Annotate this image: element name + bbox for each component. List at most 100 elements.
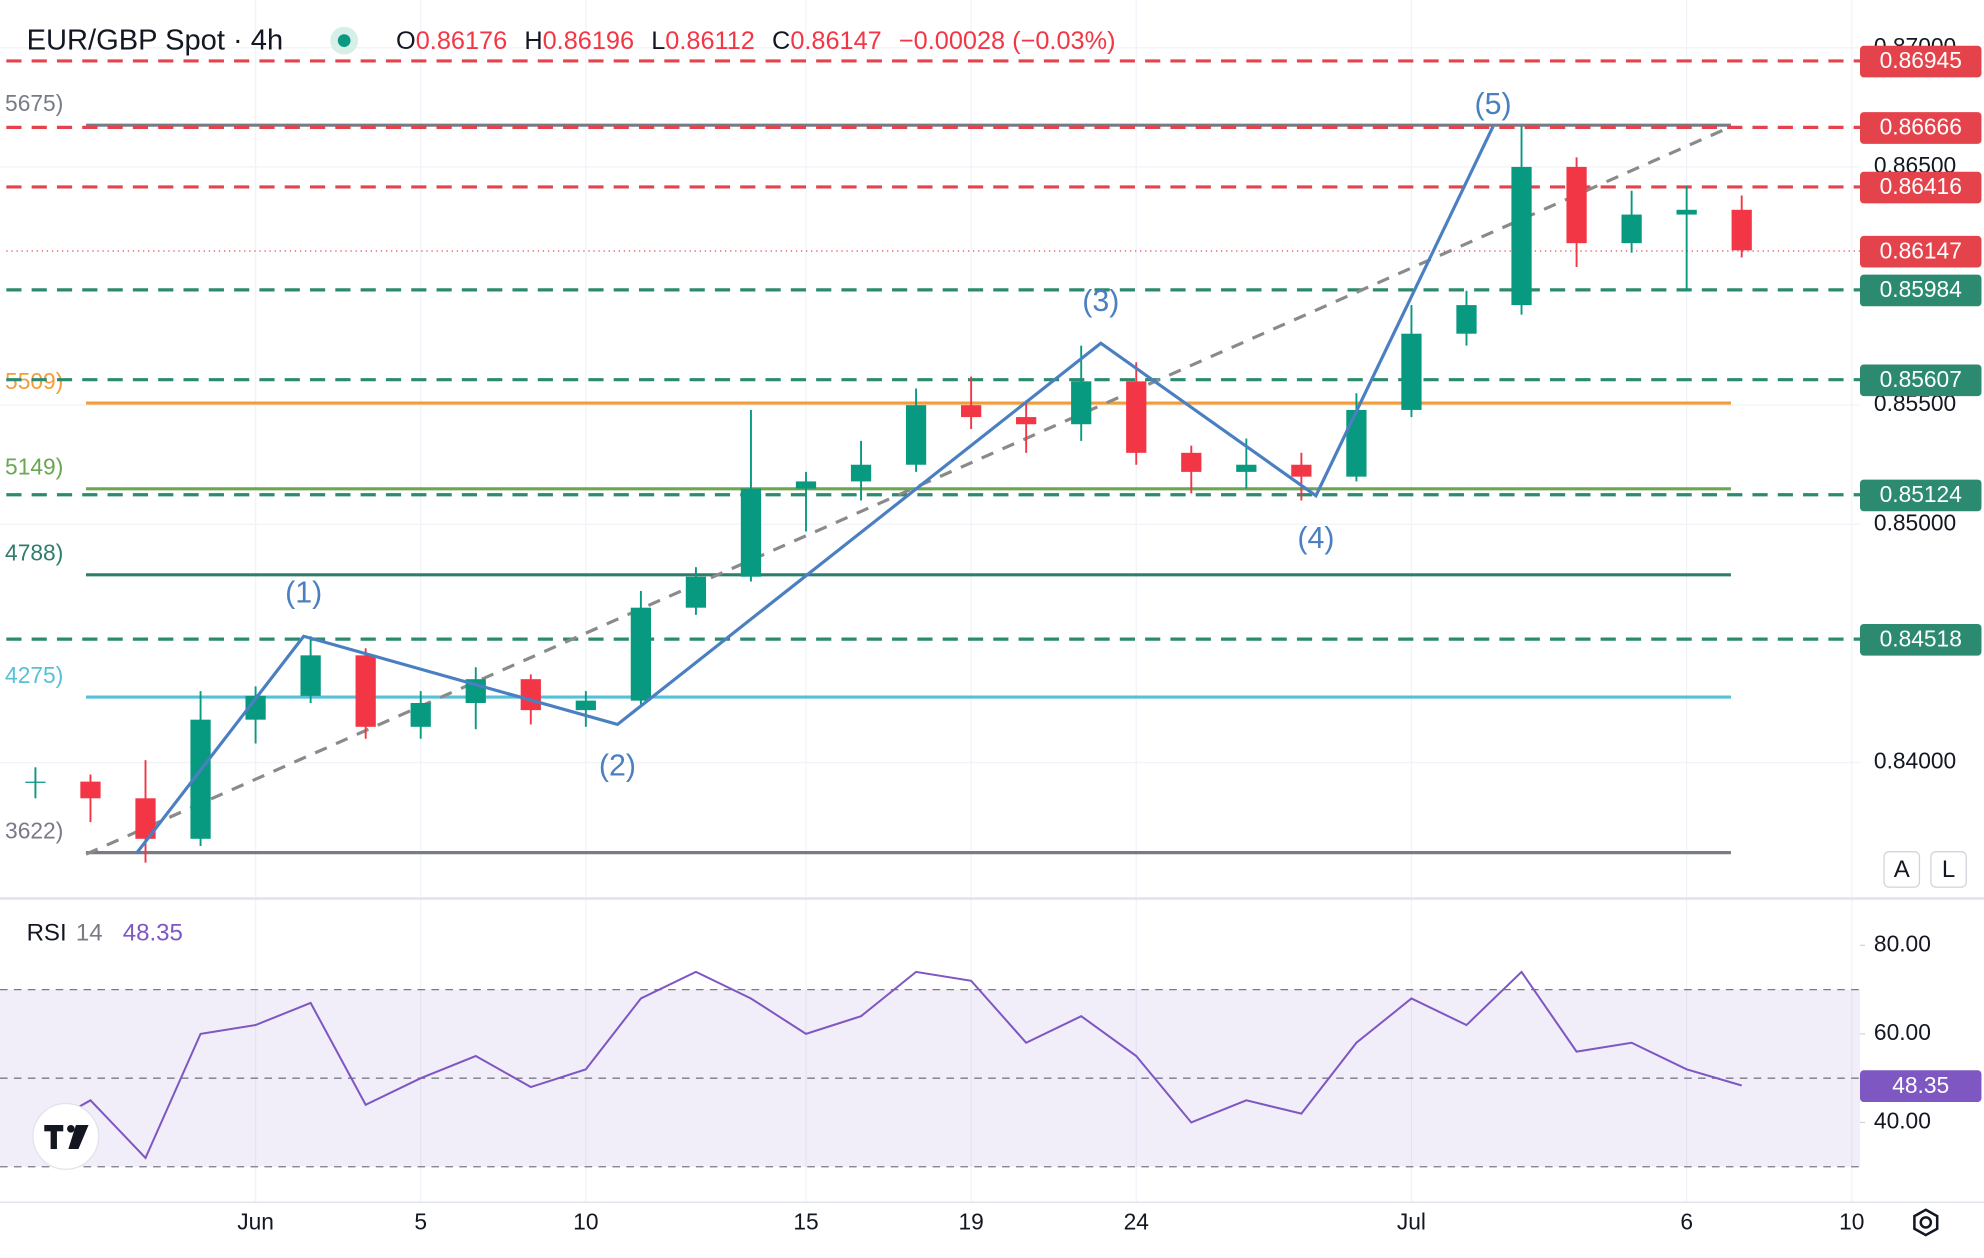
- x-tick-label: Jul: [1397, 1209, 1426, 1235]
- x-tick-label: 6: [1680, 1209, 1693, 1235]
- gear-center[interactable]: [1919, 1216, 1933, 1229]
- auto-scale-label[interactable]: A: [1894, 856, 1910, 883]
- status-dot: [337, 34, 351, 47]
- price-badge-label: 0.86666: [1880, 114, 1962, 140]
- price-badge-label: 0.84518: [1880, 625, 1962, 651]
- x-tick-label: 10: [1839, 1209, 1864, 1235]
- rsi-tick-label: 80.00: [1874, 930, 1931, 956]
- wave-label: (1): [285, 577, 322, 610]
- price-badge: [1860, 364, 1982, 397]
- price-badge-label: 0.85984: [1880, 276, 1962, 302]
- logo-shape: [50, 1125, 57, 1150]
- waves: (1) (2) (3) (4) (5): [135, 88, 1512, 855]
- logo-shape: [67, 1125, 75, 1133]
- candle-body: [1071, 381, 1092, 425]
- legend-letter: O: [396, 27, 416, 55]
- wave-label: (4): [1297, 522, 1334, 555]
- x-tick-label: Jun: [237, 1209, 274, 1235]
- candle-body: [1126, 381, 1147, 453]
- candle-body: [850, 464, 872, 482]
- candle-body: [740, 488, 762, 577]
- price-badge: [1860, 112, 1982, 144]
- candle-body: [1291, 464, 1312, 477]
- candle-body: [300, 655, 321, 696]
- trend-line: [85, 125, 1732, 856]
- candle-body: [1676, 209, 1697, 215]
- price-badge: [1860, 171, 1982, 204]
- price-badges: 0.86945 0.86666 0.86416 0.86147 0.85984 0.856…: [1860, 45, 1982, 656]
- logo-badge: [32, 1102, 100, 1170]
- logo-shape: [68, 1125, 89, 1150]
- candle-body: [905, 405, 927, 465]
- rsi-name: RSI: [27, 919, 67, 946]
- candle-body: [795, 481, 817, 489]
- candle-body: [1236, 464, 1257, 472]
- candle-body: [630, 607, 651, 701]
- wave-label: (3): [1082, 285, 1119, 318]
- rsi-badge-label: 48.35: [1892, 1072, 1949, 1098]
- candle-body: [1566, 166, 1587, 244]
- y-tick-label: 0.85000: [1874, 509, 1956, 535]
- settings-button[interactable]: [1913, 1208, 1939, 1237]
- candle-body: [1181, 452, 1202, 472]
- fib-label: 3622): [5, 817, 63, 843]
- fib-label: 5675): [5, 90, 63, 116]
- candle-body: [685, 576, 707, 608]
- candle-body: [135, 798, 156, 839]
- price-badge-label: 0.85124: [1880, 481, 1962, 507]
- candle-body: [25, 781, 46, 783]
- candle-body: [355, 655, 376, 727]
- ohlc-legend: O0.86176 H0.86196 L0.86112 C0.86147 −0.0…: [396, 27, 1115, 55]
- rsi-tick-label: 40.00: [1874, 1107, 1931, 1133]
- gear-outline[interactable]: [1913, 1208, 1939, 1237]
- candle-body: [190, 719, 211, 839]
- log-scale-button[interactable]: [1930, 851, 1967, 888]
- candle-body: [1346, 409, 1367, 477]
- candle-body: [1731, 209, 1752, 251]
- logo: [32, 1102, 100, 1170]
- wave-path: [135, 125, 1495, 855]
- log-scale-label[interactable]: L: [1942, 856, 1955, 883]
- legend-letter: L: [651, 27, 665, 55]
- fib-label: 4788): [5, 540, 63, 566]
- candle-body: [1401, 333, 1422, 410]
- candle-body: [80, 781, 101, 799]
- candle-body: [1511, 166, 1532, 306]
- price-badge: [1860, 623, 1982, 656]
- x-tick-label: 24: [1124, 1209, 1149, 1235]
- x-tick-label: 15: [793, 1209, 818, 1235]
- legend-high: 0.86196: [543, 27, 634, 55]
- candle-body: [1456, 305, 1477, 334]
- legend-open: 0.86176: [416, 27, 507, 55]
- legend-letter: C: [772, 27, 790, 55]
- candle-body: [245, 695, 266, 720]
- candle-body: [410, 702, 431, 727]
- price-badge: [1860, 235, 1982, 268]
- levels: 5675)5509)5149)4788)4275)3622): [5, 59, 1860, 855]
- rsi-length: 14: [76, 919, 103, 946]
- legend-low: 0.86112: [665, 27, 755, 55]
- candle-body: [1621, 214, 1642, 244]
- candle-body: [520, 679, 541, 711]
- rsi-line: [34, 970, 1742, 1160]
- wave-label: (2): [599, 749, 636, 782]
- rsi-badge: [1860, 1070, 1982, 1102]
- x-tick-label: 19: [958, 1209, 983, 1235]
- auto-scale-button[interactable]: [1883, 851, 1921, 888]
- y-tick-label: 0.84000: [1874, 748, 1956, 774]
- fib-label: 5149): [5, 454, 63, 480]
- candle-body: [1016, 417, 1037, 425]
- legend-letter: H: [524, 27, 542, 55]
- x-tick-label: 10: [573, 1209, 598, 1235]
- fib-label: 4275): [5, 662, 63, 688]
- rsi-tick-label: 60.00: [1874, 1019, 1931, 1045]
- candle-body: [575, 700, 596, 711]
- price-badge: [1860, 45, 1982, 78]
- wave-label: (5): [1475, 88, 1512, 121]
- x-tick-label: 5: [414, 1209, 427, 1235]
- price-badge: [1860, 274, 1982, 307]
- price-badge-label: 0.86416: [1880, 173, 1962, 199]
